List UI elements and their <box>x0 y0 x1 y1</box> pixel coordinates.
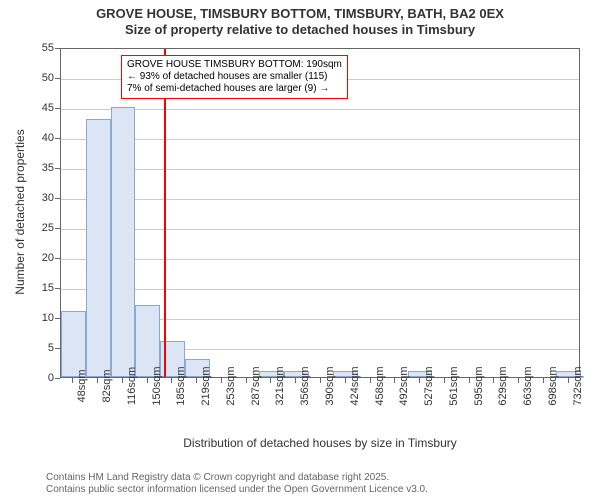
x-tick-label: 185sqm <box>175 366 187 405</box>
x-tick-label: 150sqm <box>151 366 163 405</box>
x-tick-label: 82sqm <box>101 369 113 402</box>
gridline <box>61 229 579 230</box>
x-tick-mark <box>518 378 519 383</box>
x-tick-mark <box>147 378 148 383</box>
footer-line2: Contains public sector information licen… <box>46 484 428 496</box>
gridline <box>61 199 579 200</box>
x-tick-mark <box>320 378 321 383</box>
x-tick-label: 561sqm <box>448 366 460 405</box>
x-tick-label: 732sqm <box>572 366 584 405</box>
y-tick-label: 25 <box>24 222 54 234</box>
histogram-bar <box>111 107 136 377</box>
gridline <box>61 109 579 110</box>
x-axis-label: Distribution of detached houses by size … <box>60 436 580 450</box>
y-tick-label: 15 <box>24 282 54 294</box>
y-tick-label: 40 <box>24 132 54 144</box>
title-line2: Size of property relative to detached ho… <box>0 22 600 38</box>
gridline <box>61 169 579 170</box>
y-tick-mark <box>55 378 60 379</box>
x-tick-mark <box>246 378 247 383</box>
x-tick-mark <box>568 378 569 383</box>
annotation-line: GROVE HOUSE TIMSBURY BOTTOM: 190sqm <box>127 59 342 71</box>
y-tick-mark <box>55 348 60 349</box>
x-tick-mark <box>345 378 346 383</box>
annotation-line: 7% of semi-detached houses are larger (9… <box>127 83 342 95</box>
histogram-bar <box>61 311 86 377</box>
y-tick-label: 5 <box>24 342 54 354</box>
x-tick-mark <box>221 378 222 383</box>
x-tick-label: 287sqm <box>250 366 262 405</box>
y-tick-mark <box>55 228 60 229</box>
y-tick-label: 55 <box>24 42 54 54</box>
y-tick-mark <box>55 48 60 49</box>
x-tick-label: 116sqm <box>126 367 138 405</box>
y-tick-label: 45 <box>24 102 54 114</box>
x-tick-label: 629sqm <box>497 366 509 405</box>
annotation-box: GROVE HOUSE TIMSBURY BOTTOM: 190sqm← 93%… <box>121 55 348 99</box>
y-tick-label: 0 <box>24 372 54 384</box>
y-tick-mark <box>55 138 60 139</box>
y-tick-mark <box>55 108 60 109</box>
x-tick-label: 595sqm <box>473 366 485 405</box>
y-tick-label: 30 <box>24 192 54 204</box>
gridline <box>61 139 579 140</box>
x-tick-label: 698sqm <box>547 366 559 405</box>
x-tick-mark <box>469 378 470 383</box>
chart-title: GROVE HOUSE, TIMSBURY BOTTOM, TIMSBURY, … <box>0 0 600 39</box>
x-tick-mark <box>394 378 395 383</box>
x-tick-label: 424sqm <box>349 366 361 405</box>
y-tick-mark <box>55 258 60 259</box>
x-tick-mark <box>122 378 123 383</box>
x-tick-label: 492sqm <box>398 366 410 405</box>
y-tick-label: 20 <box>24 252 54 264</box>
plot-area: GROVE HOUSE TIMSBURY BOTTOM: 190sqm← 93%… <box>60 48 580 378</box>
x-tick-mark <box>171 378 172 383</box>
gridline <box>61 289 579 290</box>
y-tick-mark <box>55 168 60 169</box>
x-tick-label: 663sqm <box>522 366 534 405</box>
x-tick-mark <box>72 378 73 383</box>
x-tick-label: 48sqm <box>76 369 88 402</box>
x-tick-mark <box>444 378 445 383</box>
x-tick-label: 458sqm <box>374 366 386 405</box>
x-tick-label: 527sqm <box>423 366 435 405</box>
x-tick-label: 219sqm <box>200 366 212 405</box>
x-tick-label: 321sqm <box>274 366 286 405</box>
x-tick-label: 356sqm <box>299 366 311 405</box>
y-tick-label: 10 <box>24 312 54 324</box>
y-tick-mark <box>55 198 60 199</box>
title-line1: GROVE HOUSE, TIMSBURY BOTTOM, TIMSBURY, … <box>0 6 600 22</box>
gridline <box>61 259 579 260</box>
x-tick-mark <box>419 378 420 383</box>
y-tick-label: 50 <box>24 72 54 84</box>
y-tick-label: 35 <box>24 162 54 174</box>
x-tick-mark <box>295 378 296 383</box>
y-tick-mark <box>55 288 60 289</box>
y-tick-mark <box>55 318 60 319</box>
y-tick-mark <box>55 78 60 79</box>
x-tick-mark <box>196 378 197 383</box>
footer-line1: Contains HM Land Registry data © Crown c… <box>46 472 428 484</box>
annotation-line: ← 93% of detached houses are smaller (11… <box>127 71 342 83</box>
x-tick-mark <box>97 378 98 383</box>
x-tick-mark <box>370 378 371 383</box>
footer-text: Contains HM Land Registry data © Crown c… <box>46 472 428 496</box>
x-tick-mark <box>493 378 494 383</box>
chart-container: GROVE HOUSE, TIMSBURY BOTTOM, TIMSBURY, … <box>0 0 600 500</box>
x-tick-label: 253sqm <box>225 366 237 405</box>
x-tick-mark <box>543 378 544 383</box>
histogram-bar <box>86 119 111 377</box>
x-tick-label: 390sqm <box>324 366 336 405</box>
x-tick-mark <box>270 378 271 383</box>
